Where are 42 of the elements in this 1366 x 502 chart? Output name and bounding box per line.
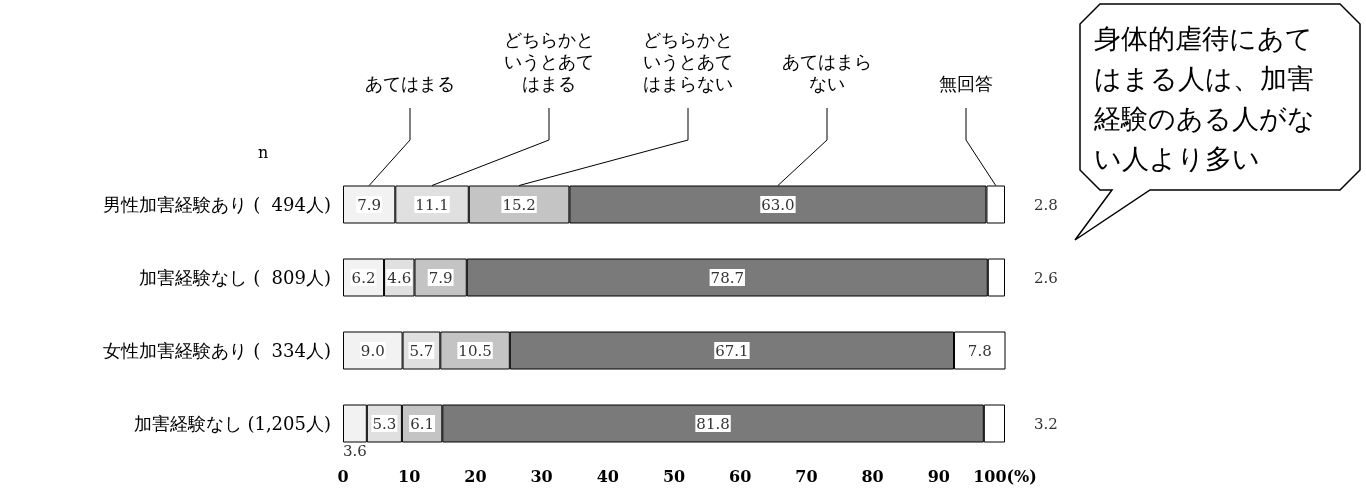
text: あてはまらない bbox=[782, 50, 872, 94]
y-tick-label: 女性加害経験あり ( 334人) bbox=[103, 340, 331, 361]
text: どちらかというとあてはまる bbox=[504, 28, 594, 94]
text: どちらかというとあてはまらない bbox=[643, 28, 733, 94]
data-label: 6.2 bbox=[351, 268, 376, 287]
text: 無回答 bbox=[939, 72, 993, 94]
data-label: 7.9 bbox=[428, 268, 453, 287]
data-label: 63.0 bbox=[761, 195, 795, 214]
data-label: 15.2 bbox=[502, 195, 536, 214]
data-label: 67.1 bbox=[715, 341, 749, 360]
x-tick-label: 60 bbox=[729, 466, 752, 486]
x-tick-label: 100(%) bbox=[973, 466, 1037, 486]
x-tick-label: 80 bbox=[861, 466, 884, 486]
data-label: 2.8 bbox=[1034, 195, 1058, 214]
data-label: 2.6 bbox=[1034, 268, 1058, 287]
data-label: 9.0 bbox=[360, 341, 385, 360]
data-label: 5.3 bbox=[372, 414, 397, 433]
text: 身体的虐待にあてはまる人は、加害経験のある人がない人より多い bbox=[1093, 22, 1315, 174]
y-tick-label: 男性加害経験あり ( 494人) bbox=[103, 194, 331, 215]
data-label: 78.7 bbox=[710, 268, 744, 287]
x-tick-label: 30 bbox=[530, 466, 553, 486]
data-label: 3.6 bbox=[342, 442, 367, 460]
data-label: 7.9 bbox=[357, 195, 382, 214]
y-tick-label: 加害経験なし (1,205人) bbox=[133, 413, 331, 434]
text: あてはまる bbox=[365, 72, 455, 94]
x-tick-label: 90 bbox=[927, 466, 950, 486]
data-label: 4.6 bbox=[387, 268, 412, 287]
data-label: 7.8 bbox=[967, 341, 992, 360]
x-tick-label: 70 bbox=[795, 466, 818, 486]
data-label: 5.7 bbox=[409, 341, 434, 360]
data-label: 11.1 bbox=[415, 195, 449, 214]
x-tick-label: 50 bbox=[662, 466, 686, 486]
x-tick-label: 10 bbox=[398, 466, 421, 486]
data-label: 3.2 bbox=[1034, 414, 1058, 433]
data-label: 10.5 bbox=[458, 341, 492, 360]
x-tick-label: 40 bbox=[596, 466, 619, 486]
data-label: 81.8 bbox=[696, 414, 730, 433]
y-tick-label: 加害経験なし ( 809人) bbox=[139, 267, 331, 288]
x-tick-label: 20 bbox=[464, 466, 487, 486]
data-label: 6.1 bbox=[410, 414, 435, 433]
x-tick-label: 0 bbox=[337, 466, 349, 486]
text: n bbox=[258, 142, 269, 162]
